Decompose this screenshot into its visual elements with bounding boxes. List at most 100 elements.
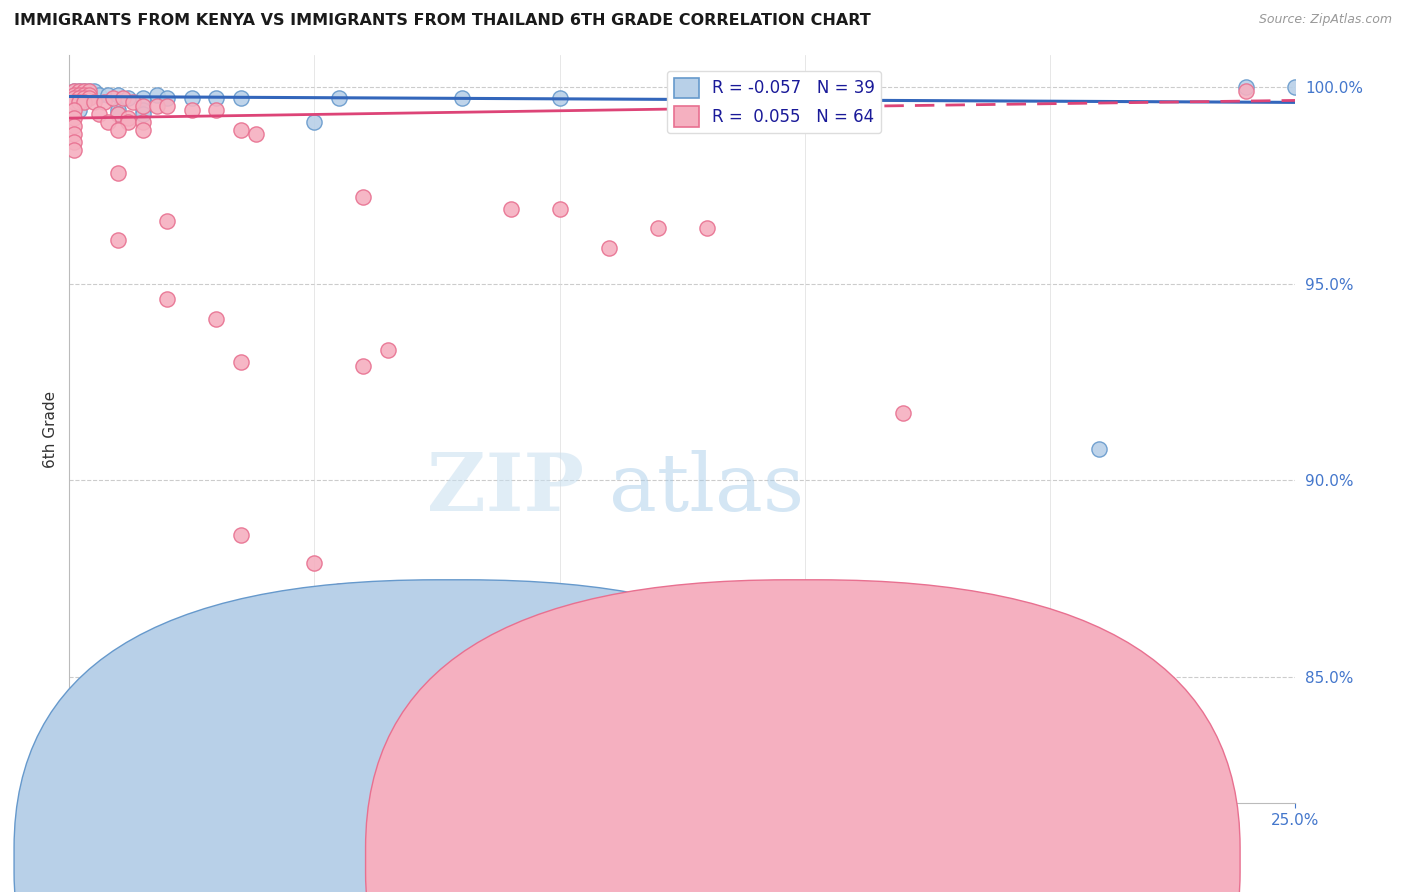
Point [132,91,155,105]
Point [107,103,129,118]
Point [63,127,86,141]
Point [77,87,100,102]
Point [132,123,155,137]
Point [117,115,139,129]
Point [180,91,202,105]
Point [107,123,129,137]
Point [156,91,179,105]
Point [73,87,96,102]
Point [304,115,326,129]
Point [73,91,96,105]
Point [696,221,718,235]
Point [146,87,169,102]
Point [377,343,399,358]
Point [132,103,155,118]
Point [328,583,350,598]
Point [63,91,86,105]
Point [63,103,86,118]
Text: Immigrants from Thailand: Immigrants from Thailand [827,853,1007,867]
Point [499,202,522,216]
Point [97,87,120,102]
Point [891,406,914,420]
Point [73,87,96,102]
Point [77,91,100,105]
Point [67,91,90,105]
Point [83,84,105,98]
Point [73,84,96,98]
Point [67,87,90,102]
Point [229,91,252,105]
Point [67,84,90,98]
Point [93,95,115,110]
Point [63,87,86,102]
Point [107,107,129,121]
Point [1088,442,1111,456]
Point [107,107,129,121]
Point [205,91,228,105]
Point [67,91,90,105]
Point [156,213,179,227]
Point [353,359,375,374]
Point [304,556,326,570]
Point [1234,84,1257,98]
Point [180,103,202,118]
Point [156,99,179,113]
Point [77,84,100,98]
Point [117,111,139,125]
Point [67,103,90,118]
Point [77,84,100,98]
Point [107,233,129,247]
Point [103,91,125,105]
Point [107,87,129,102]
Y-axis label: 6th Grade: 6th Grade [44,391,58,467]
Point [1284,79,1306,94]
Text: Immigrants from Kenya: Immigrants from Kenya [475,853,638,867]
Point [353,190,375,204]
Point [548,202,571,216]
Text: atlas: atlas [609,450,804,528]
Point [146,99,169,113]
Point [63,87,86,102]
Point [107,166,129,180]
Point [63,91,86,105]
Point [132,99,155,113]
Point [73,95,96,110]
Point [229,123,252,137]
Point [229,528,252,542]
Text: IMMIGRANTS FROM KENYA VS IMMIGRANTS FROM THAILAND 6TH GRADE CORRELATION CHART: IMMIGRANTS FROM KENYA VS IMMIGRANTS FROM… [14,13,870,29]
Point [73,91,96,105]
Point [229,355,252,369]
Point [77,87,100,102]
Point [63,119,86,133]
Point [598,241,620,255]
Point [122,95,145,110]
Point [245,127,267,141]
Point [1234,79,1257,94]
Point [63,84,86,98]
Point [117,91,139,105]
Point [97,115,120,129]
Point [63,135,86,149]
Point [328,91,350,105]
Point [87,107,110,121]
Point [132,107,155,121]
Point [67,95,90,110]
Point [112,91,135,105]
Point [83,95,105,110]
Legend: R = -0.057   N = 39, R =  0.055   N = 64: R = -0.057 N = 39, R = 0.055 N = 64 [666,71,882,133]
Point [87,87,110,102]
Point [132,115,155,129]
Point [73,84,96,98]
Point [63,111,86,125]
Point [205,312,228,326]
Point [63,95,86,110]
Point [353,623,375,637]
Point [205,103,228,118]
Point [450,91,472,105]
Point [548,91,571,105]
Point [67,87,90,102]
Point [156,292,179,306]
Point [63,143,86,157]
Text: Source: ZipAtlas.com: Source: ZipAtlas.com [1258,13,1392,27]
Point [67,84,90,98]
